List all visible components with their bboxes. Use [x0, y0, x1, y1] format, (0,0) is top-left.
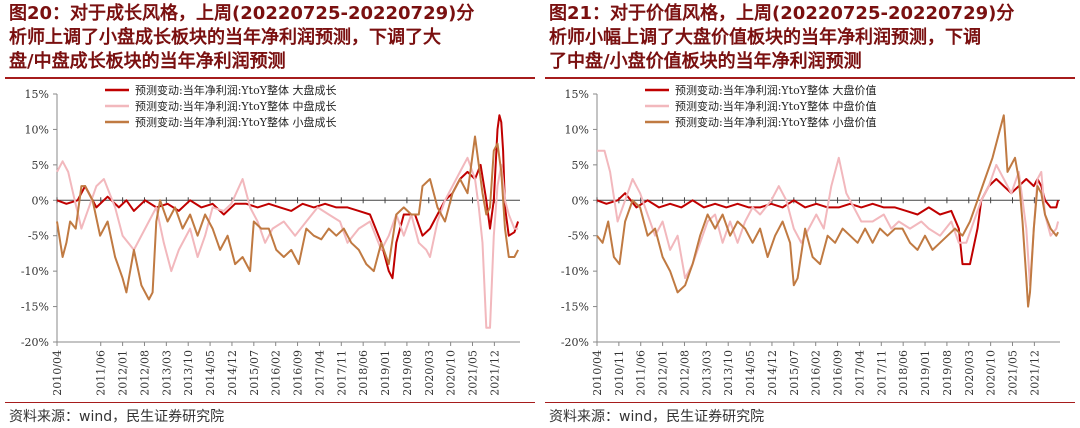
x-tick-label: 2012/08 — [138, 350, 151, 396]
figure-title-line: 析师上调了小盘成长板块的当年净利润预测，下调了大 — [9, 27, 441, 48]
series-line — [596, 178, 1060, 266]
x-tick-label: 2018/06 — [897, 350, 910, 396]
x-tick-label: 2021/12 — [1028, 350, 1041, 396]
x-tick-label: 2019/08 — [941, 350, 954, 396]
x-tick-label: 2017/04 — [313, 350, 326, 396]
source-note: 资料来源：wind，民生证券研究院 — [9, 409, 225, 425]
series-line — [56, 135, 519, 301]
line-chart-growth: 15% 10% 5% 0% -5% -10% -15% -20%2010/04 2011/06 2… — [21, 83, 520, 396]
line-chart-value: 15% 10% 5% 0% -5% -10% -15% -20%2010/04 2010/11 2… — [561, 83, 1060, 396]
y-tick-label: -10% — [21, 265, 49, 278]
y-tick-label: 5% — [572, 159, 589, 172]
series-line — [56, 114, 520, 280]
x-tick-label: 2021/12 — [488, 350, 501, 396]
figure-title-line: 图21：对于价值风格，上周(20220725-20220729)分 — [549, 3, 1015, 24]
y-tick-label: -5% — [28, 230, 49, 243]
x-tick-label: 2016/09 — [292, 350, 305, 396]
chart-panel-value: 图21：对于价值风格，上周(20220725-20220729)分 析师小幅上调… — [545, 0, 1080, 428]
x-tick-label: 2016/02 — [270, 350, 283, 396]
title-divider — [545, 77, 1075, 79]
title-divider — [5, 77, 535, 79]
y-tick-label: -10% — [561, 265, 589, 278]
x-tick-label: 2017/11 — [335, 350, 348, 396]
y-tick-label: 15% — [565, 88, 589, 101]
figure-title-line: 析师小幅上调了大盘价值板块的当年净利润预测，下调 — [549, 27, 981, 48]
x-tick-label: 2014/05 — [744, 350, 757, 396]
x-tick-label: 2012/01 — [117, 350, 130, 396]
legend-label: 预测变动:当年净利润:YtoY整体 小盘成长 — [135, 115, 336, 129]
x-tick-label: 2021/05 — [1007, 350, 1020, 396]
legend-label: 预测变动:当年净利润:YtoY整体 中盘成长 — [135, 99, 336, 113]
y-tick-label: -20% — [561, 336, 589, 349]
source-note: 资料来源：wind，民生证券研究院 — [549, 409, 765, 425]
x-tick-label: 2014/12 — [766, 350, 779, 396]
y-tick-label: 5% — [32, 159, 49, 172]
x-tick-label: 2015/07 — [788, 350, 801, 396]
x-tick-label: 2014/05 — [204, 350, 217, 396]
x-tick-label: 2013/03 — [700, 350, 713, 396]
legend-label: 预测变动:当年净利润:YtoY整体 中盘价值 — [675, 99, 876, 113]
x-tick-label: 2011/06 — [635, 350, 648, 396]
x-tick-label: 2019/08 — [401, 350, 414, 396]
x-tick-label: 2014/12 — [226, 350, 239, 396]
series-line — [596, 114, 1059, 308]
x-tick-label: 2012/01 — [657, 350, 670, 396]
x-tick-label: 2016/09 — [832, 350, 845, 396]
x-tick-label: 2011/06 — [95, 350, 108, 396]
figure-title: 图20：对于成长风格，上周(20220725-20220729)分 析师上调了小… — [9, 2, 534, 74]
x-tick-label: 2017/04 — [853, 350, 866, 396]
x-tick-label: 2013/10 — [722, 350, 735, 396]
x-tick-label: 2015/07 — [248, 350, 261, 396]
source-divider — [545, 402, 1075, 403]
x-tick-label: 2020/03 — [963, 350, 976, 396]
y-tick-label: 10% — [565, 123, 589, 136]
x-tick-label: 2020/03 — [423, 350, 436, 396]
x-tick-label: 2016/02 — [810, 350, 823, 396]
y-tick-label: -15% — [561, 301, 589, 314]
source-divider — [5, 402, 535, 403]
series-line — [597, 149, 1060, 287]
x-tick-label: 2010/04 — [591, 350, 604, 396]
x-tick-label: 2012/08 — [678, 350, 691, 396]
x-tick-label: 2020/10 — [985, 350, 998, 396]
y-tick-label: -15% — [21, 301, 49, 314]
legend-label: 预测变动:当年净利润:YtoY整体 大盘价值 — [675, 83, 876, 97]
y-tick-label: -20% — [21, 336, 49, 349]
x-tick-label: 2020/10 — [445, 350, 458, 396]
x-tick-label: 2010/04 — [51, 350, 64, 396]
legend-label: 预测变动:当年净利润:YtoY整体 大盘成长 — [135, 83, 336, 97]
y-tick-label: -5% — [568, 230, 589, 243]
x-tick-label: 2021/05 — [467, 350, 480, 396]
y-tick-label: 0% — [32, 194, 49, 207]
legend-label: 预测变动:当年净利润:YtoY整体 小盘价值 — [675, 115, 876, 129]
figure-title: 图21：对于价值风格，上周(20220725-20220729)分 析师小幅上调… — [549, 2, 1074, 74]
x-tick-label: 2017/11 — [875, 350, 888, 396]
x-tick-label: 2013/03 — [160, 350, 173, 396]
series-line — [56, 156, 519, 329]
x-tick-label: 2019/01 — [379, 350, 392, 396]
y-tick-label: 10% — [25, 123, 49, 136]
x-tick-label: 2019/01 — [919, 350, 932, 396]
figure-title-line: 盘/中盘成长板块的当年净利润预测 — [9, 51, 286, 72]
y-tick-label: 0% — [572, 194, 589, 207]
x-tick-label: 2010/11 — [613, 350, 626, 396]
y-tick-label: 15% — [25, 88, 49, 101]
x-tick-label: 2018/06 — [357, 350, 370, 396]
figure-title-line: 了中盘/小盘价值板块的当年净利润预测 — [549, 51, 862, 72]
chart-panel-growth: 图20：对于成长风格，上周(20220725-20220729)分 析师上调了小… — [5, 0, 540, 428]
x-tick-label: 2013/10 — [182, 350, 195, 396]
figure-title-line: 图20：对于成长风格，上周(20220725-20220729)分 — [9, 3, 475, 24]
